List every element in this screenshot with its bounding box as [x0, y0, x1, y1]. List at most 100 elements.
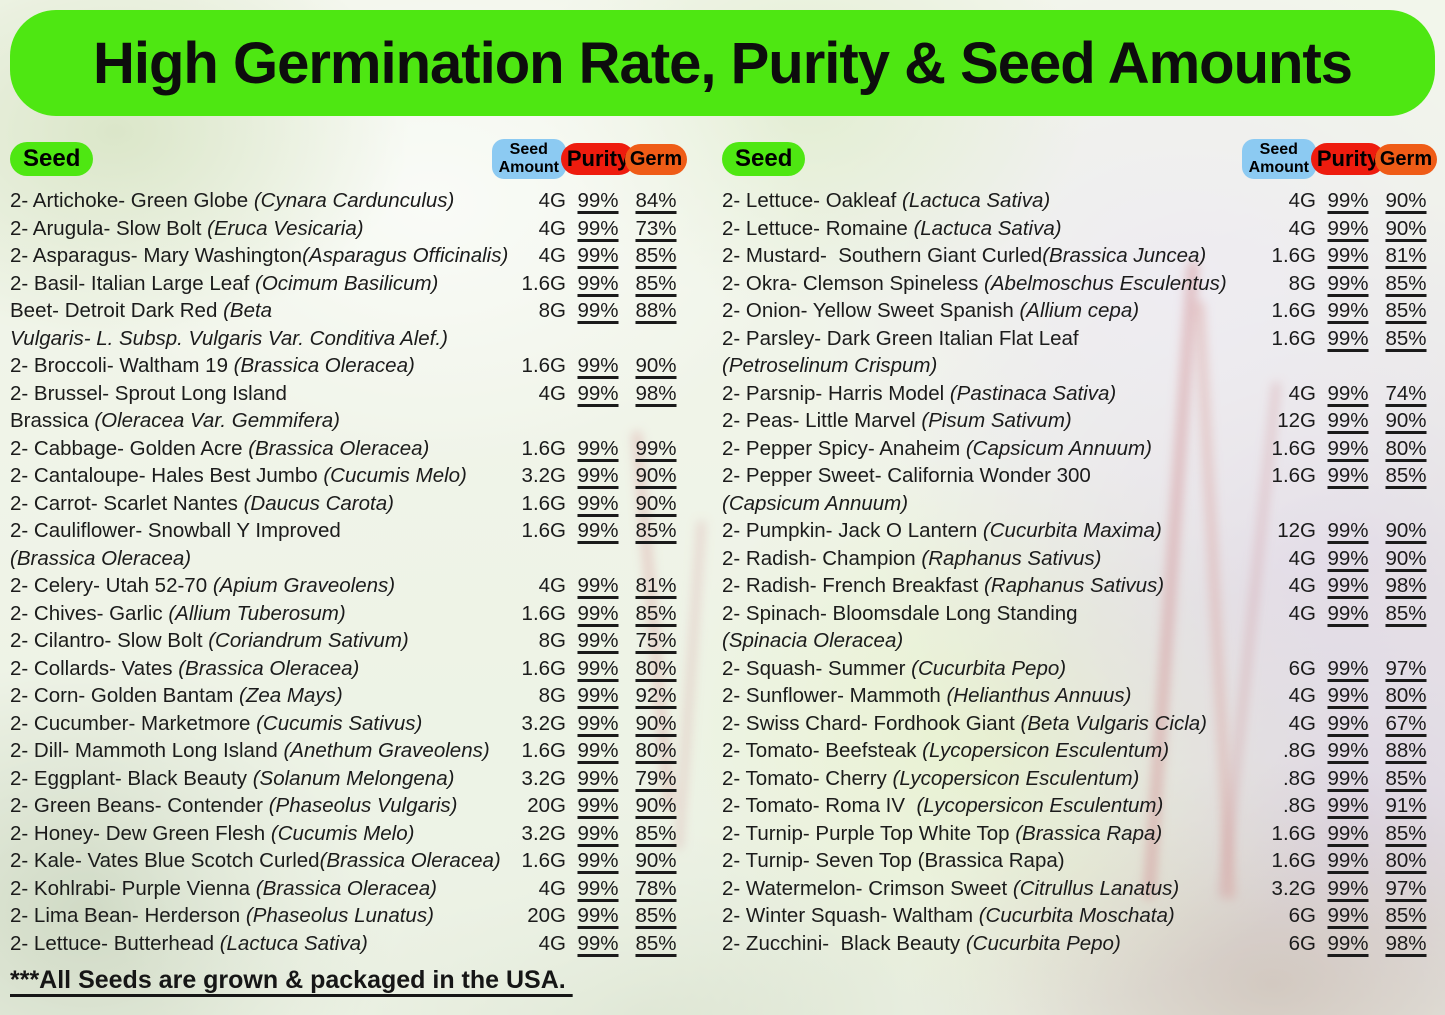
seed-amount-value: 20G	[527, 904, 566, 927]
purity-value: 99%	[1327, 299, 1369, 322]
table-row: 2- Mustard- Southern Giant Curled(Brassi…	[722, 242, 1432, 270]
table-row: 2- Chives- Garlic (Allium Tuberosum) 1.6G…	[10, 600, 682, 628]
purity-value: 99%	[1327, 684, 1369, 707]
table-row: 2- Cantaloupe- Hales Best Jumbo (Cucumis…	[10, 462, 682, 490]
table-row: 2- Tomato- Cherry (Lycopersicon Esculent…	[722, 765, 1432, 793]
table-row: 2- Turnip- Seven Top (Brassica Rapa) 1.6G…	[722, 847, 1432, 875]
seed-amount-value: 20G	[527, 794, 566, 817]
seed-name: 2- Tomato- Roma IV (Lycopersicon Esculen…	[722, 794, 1164, 817]
seed-amount-value: 1.6G	[1271, 326, 1316, 350]
seed-amount-value: 12G	[1277, 409, 1316, 432]
germination-value: 84%	[635, 189, 677, 212]
purity-value: 99%	[577, 876, 619, 900]
seed-name: 2- Broccoli- Waltham 19 (Brassica Olerac…	[10, 354, 415, 377]
table-row: 2- Spinach- Bloomsdale Long Standing (Sp…	[722, 600, 1432, 655]
seed-name: 2- Brussel- Sprout Long Island Brassica …	[10, 381, 340, 433]
table-row: 2- Watermelon- Crimson Sweet (Citrullus …	[722, 875, 1432, 903]
table-row: 2- Sunflower- Mammoth (Helianthus Annuus…	[722, 682, 1432, 710]
seed-name: 2- Turnip- Purple Top White Top (Brassic…	[722, 821, 1163, 845]
seed-name: 2- Winter Squash- Waltham (Cucurbita Mos…	[722, 904, 1175, 927]
table-row: 2- Basil- Italian Large Leaf (Ocimum Bas…	[10, 270, 682, 298]
seed-amount-value: 1.6G	[521, 849, 566, 872]
seed-name: 2- Radish- Champion (Raphanus Sativus)	[722, 546, 1102, 570]
table-row: 2- Brussel- Sprout Long Island Brassica …	[10, 380, 682, 435]
seed-amount-value: 3.2G	[521, 766, 566, 790]
seed-header-pill: Seed	[722, 142, 806, 176]
germination-value: 78%	[635, 876, 677, 900]
germination-value: 98%	[635, 381, 677, 405]
seed-name: 2- Tomato- Beefsteak (Lycopersicon Escul…	[722, 739, 1170, 762]
germination-value: 85%	[635, 904, 677, 927]
germination-value: 85%	[1385, 326, 1427, 350]
germination-value: 81%	[635, 574, 677, 597]
germination-value: 80%	[1385, 684, 1427, 707]
seed-amount-value: 4G	[538, 216, 566, 240]
seed-amount-value: 6G	[1288, 656, 1316, 680]
table-row: 2- Collards- Vates (Brassica Oleracea) 1.…	[10, 655, 682, 683]
seed-amount-value: 4G	[1288, 216, 1316, 240]
purity-value: 99%	[1327, 739, 1369, 762]
purity-header-pill: Purity	[1310, 143, 1386, 175]
purity-value: 99%	[1327, 244, 1369, 267]
seed-name: 2- Peas- Little Marvel (Pisum Sativum)	[722, 409, 1072, 432]
table-row: 2- Lima Bean- Herderson (Phaseolus Lunat…	[10, 902, 682, 930]
purity-value: 99%	[577, 656, 619, 680]
table-row: 2- Honey- Dew Green Flesh (Cucumis Melo)…	[10, 820, 682, 848]
purity-value: 99%	[577, 684, 619, 707]
seed-amount-value: 1.6G	[521, 271, 566, 295]
germination-value: 88%	[635, 299, 677, 322]
seed-amount-value: 1.6G	[521, 519, 566, 542]
table-row: 2- Parsnip- Harris Model (Pastinaca Sati…	[722, 380, 1432, 408]
seed-amount-value: 4G	[538, 574, 566, 597]
seed-amount-value: 4G	[538, 244, 566, 267]
germination-value: 88%	[1385, 739, 1427, 762]
germination-value: 85%	[635, 931, 677, 955]
seed-amount-value: 4G	[538, 876, 566, 900]
seed-name: 2- Swiss Chard- Fordhook Giant (Beta Vul…	[722, 711, 1207, 735]
purity-value: 99%	[1327, 326, 1369, 350]
germination-value: 81%	[1385, 244, 1427, 267]
germination-value: 80%	[1385, 436, 1427, 460]
purity-value: 99%	[1327, 271, 1369, 295]
purity-value: 99%	[577, 216, 619, 240]
germination-value: 80%	[1385, 849, 1427, 872]
table-header-right: Seed Seed Amount Purity Germ	[722, 134, 1438, 184]
seed-amount-value: 1.6G	[1271, 299, 1316, 322]
seed-name: 2- Dill- Mammoth Long Island (Anethum Gr…	[10, 739, 490, 762]
purity-value: 99%	[1327, 931, 1369, 955]
seed-name: 2- Green Beans- Contender (Phaseolus Vul…	[10, 794, 458, 817]
table-row: 2- Peas- Little Marvel (Pisum Sativum) 12…	[722, 407, 1432, 435]
seed-name: 2- Kale- Vates Blue Scotch Curled(Brassi…	[10, 849, 501, 872]
seed-name: 2- Squash- Summer (Cucurbita Pepo)	[722, 656, 1067, 680]
purity-header-pill: Purity	[560, 143, 636, 175]
purity-value: 99%	[1327, 519, 1369, 542]
seed-header-pill: Seed	[10, 142, 94, 176]
seed-name: 2- Corn- Golden Bantam (Zea Mays)	[10, 684, 343, 707]
seed-name: 2- Cabbage- Golden Acre (Brassica Olerac…	[10, 436, 430, 460]
purity-value: 99%	[577, 436, 619, 460]
seed-amount-value: 12G	[1277, 519, 1316, 542]
seed-name: 2- Lettuce- Butterhead (Lactuca Sativa)	[10, 931, 368, 955]
table-row: 2- Corn- Golden Bantam (Zea Mays) 8G 99% 92…	[10, 682, 682, 710]
germination-value: 80%	[635, 739, 677, 762]
seed-name: 2- Zucchini- Black Beauty (Cucurbita Pep…	[722, 931, 1121, 955]
seed-name: 2- Pepper Spicy- Anaheim (Capsicum Annuu…	[722, 436, 1152, 460]
table-row: 2- Cucumber- Marketmore (Cucumis Sativus…	[10, 710, 682, 738]
seed-name: 2- Mustard- Southern Giant Curled(Brassi…	[722, 244, 1207, 267]
seed-name: 2- Chives- Garlic (Allium Tuberosum)	[10, 601, 346, 625]
purity-value: 99%	[1327, 189, 1369, 212]
seed-name: 2- Tomato- Cherry (Lycopersicon Esculent…	[722, 766, 1140, 790]
purity-value: 99%	[577, 821, 619, 845]
seed-rows-right: 2- Lettuce- Oakleaf (Lactuca Sativa) 4G 99…	[722, 187, 1432, 957]
germination-value: 90%	[1385, 216, 1427, 240]
table-row: 2- Tomato- Roma IV (Lycopersicon Esculen…	[722, 792, 1432, 820]
seed-name: 2- Cantaloupe- Hales Best Jumbo (Cucumis…	[10, 464, 467, 487]
purity-value: 99%	[1327, 876, 1369, 900]
seed-name: 2- Lettuce- Romaine (Lactuca Sativa)	[722, 216, 1062, 240]
table-row: Beet- Detroit Dark Red (Beta Vulgaris- L…	[10, 297, 682, 352]
table-row: 2- Turnip- Purple Top White Top (Brassic…	[722, 820, 1432, 848]
purity-value: 99%	[1327, 794, 1369, 817]
seed-amount-value: 4G	[1288, 711, 1316, 735]
seed-amount-value: 4G	[538, 931, 566, 955]
